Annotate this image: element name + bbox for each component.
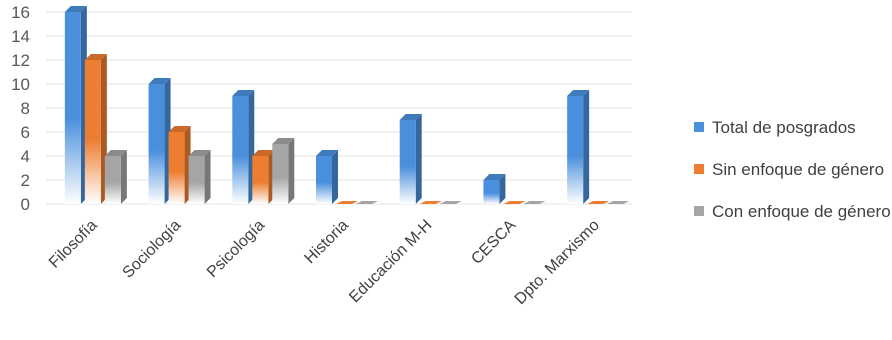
bar	[148, 78, 171, 204]
bar-top	[168, 126, 191, 132]
gridlines	[46, 11, 632, 205]
bar-top	[252, 150, 275, 156]
bar-side	[499, 174, 506, 204]
bar-zero	[587, 201, 610, 204]
bar-top	[483, 174, 506, 180]
y-tick-label: 14	[11, 27, 30, 46]
legend-item: Total de posgrados	[694, 118, 856, 137]
bar	[272, 138, 295, 204]
x-tick-label: Filosofía	[46, 217, 101, 272]
x-tick-label: CESCA	[468, 217, 519, 268]
bar	[399, 114, 422, 204]
legend-swatch	[694, 164, 704, 174]
bar-top	[64, 6, 87, 12]
y-axis: 0 2 4 6 8 10 12 14 16	[11, 3, 30, 214]
x-tick-label: Educación M-H	[346, 217, 435, 306]
bar-front	[188, 156, 205, 204]
bar-zero	[523, 201, 546, 204]
bar-zero	[607, 201, 630, 204]
bar-side	[288, 138, 295, 204]
legend-label: Sin enfoque de género	[712, 160, 884, 179]
bar-zero	[503, 201, 526, 204]
legend-label: Total de posgrados	[712, 118, 856, 137]
bar	[356, 201, 378, 204]
bar	[439, 201, 462, 204]
bar	[188, 150, 211, 204]
bar	[84, 54, 107, 204]
bar	[232, 90, 255, 204]
bar-zero	[356, 201, 378, 204]
y-tick-label: 0	[21, 195, 30, 214]
bar-front	[567, 96, 584, 204]
bar-side	[120, 150, 127, 204]
bar-top	[316, 150, 338, 156]
x-axis: Filosofía Sociología Psicología HistoriaEdu…	[46, 217, 603, 308]
bar-zero	[419, 201, 442, 204]
bar-top	[399, 114, 422, 120]
bar	[503, 201, 526, 204]
legend-item: Con enfoque de género	[694, 202, 891, 221]
legend-swatch	[694, 122, 704, 132]
legend-item: Sin enfoque de género	[694, 160, 884, 179]
x-tick-label: Psicología	[204, 217, 268, 281]
bar-front	[148, 84, 165, 204]
bar-top	[272, 138, 295, 144]
x-tick-label: Dpto. Marxismo	[512, 217, 603, 308]
bar-side	[204, 150, 211, 204]
x-tick-label: Sociología	[120, 217, 185, 282]
bar	[607, 201, 630, 204]
bar-zero	[336, 201, 358, 204]
bar-front	[64, 12, 81, 204]
legend: Total de posgrados Sin enfoque de género C…	[694, 118, 891, 221]
bar	[64, 6, 87, 204]
bar	[168, 126, 191, 204]
bar-top	[84, 54, 107, 60]
bar	[252, 150, 275, 204]
bar-front	[232, 96, 249, 204]
bar-top	[104, 150, 127, 156]
bar-side	[332, 150, 338, 204]
bar-top	[567, 90, 590, 96]
bar	[316, 150, 338, 204]
bar-zero	[439, 201, 462, 204]
bar-top	[232, 90, 255, 96]
y-tick-label: 10	[11, 75, 30, 94]
bar	[483, 174, 506, 204]
legend-swatch	[694, 206, 704, 216]
bar-series	[64, 6, 630, 204]
bar-front	[168, 132, 185, 204]
y-tick-label: 16	[11, 3, 30, 22]
bar-front	[252, 156, 269, 204]
y-tick-label: 12	[11, 51, 30, 70]
bar-side	[415, 114, 422, 204]
bar-front	[272, 144, 289, 204]
y-tick-label: 2	[21, 171, 30, 190]
bar	[336, 201, 358, 204]
bar-top	[188, 150, 211, 156]
bar-front	[399, 120, 416, 204]
y-tick-label: 4	[21, 147, 30, 166]
bar-front	[316, 156, 332, 204]
bar-front	[104, 156, 121, 204]
bar	[523, 201, 546, 204]
bar	[419, 201, 442, 204]
y-tick-label: 6	[21, 123, 30, 142]
bar-top	[148, 78, 171, 84]
bar	[587, 201, 610, 204]
x-tick-label: Historia	[301, 217, 351, 267]
bar	[104, 150, 127, 204]
bar-front	[84, 60, 101, 204]
bar-front	[483, 180, 500, 204]
bar-side	[583, 90, 590, 204]
y-tick-label: 8	[21, 99, 30, 118]
bar	[567, 90, 590, 204]
legend-label: Con enfoque de género	[712, 202, 891, 221]
